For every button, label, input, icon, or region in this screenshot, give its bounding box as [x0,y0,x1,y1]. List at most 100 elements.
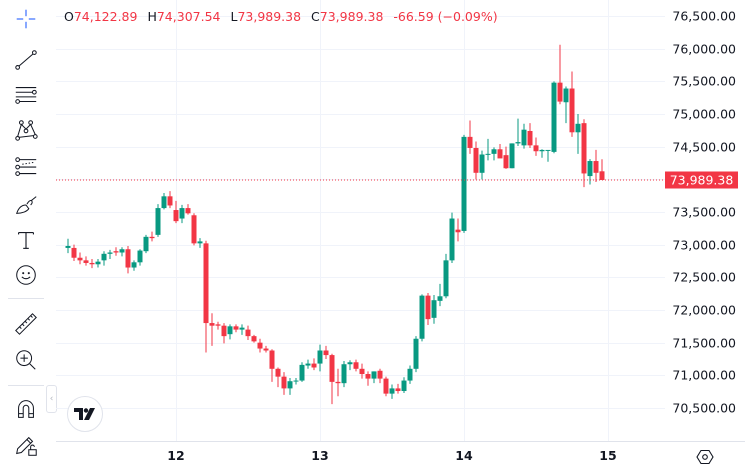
high-value: 74,307.54 [156,9,221,24]
candle [101,251,107,266]
candle [323,345,329,359]
forecast-icon [15,157,37,176]
collapse-toolbar-button[interactable]: ‹ [46,385,57,413]
candle [179,204,185,224]
candle [335,368,341,397]
tradingview-logo-icon [74,408,95,420]
candle [137,249,143,266]
brush-tool-button[interactable] [10,189,42,221]
price-tick-label: 74,500.00 [672,139,736,155]
candle [545,149,551,162]
price-tick-label: 75,500.00 [672,73,736,89]
text-tool-button[interactable] [10,224,42,256]
candle [173,200,179,224]
zoom-in-icon [16,350,36,370]
candle [521,123,527,149]
pencil-lock-icon [16,436,37,456]
candle [407,365,413,384]
zoom-in-tool-button[interactable] [10,344,42,376]
crosshair-icon [16,9,36,29]
lock-drawings-button[interactable] [10,430,42,462]
candle [197,238,203,248]
trend-line-tool-button[interactable] [10,44,42,76]
low-value: 73,989.38 [237,9,302,24]
candle [203,240,209,353]
candle [257,338,263,353]
candle [461,134,467,233]
candle [341,360,347,388]
candle [71,244,77,261]
candle [581,119,587,188]
magnet-icon [18,400,34,418]
candle [251,334,257,343]
candle [425,293,431,326]
candle [65,238,71,254]
candle [329,353,335,405]
candle [491,147,497,161]
candle [365,371,371,386]
candle [473,141,479,180]
candle [431,294,437,324]
candle [347,360,353,371]
candle [593,149,599,182]
candle [119,247,125,257]
candle [125,245,131,274]
last-price-label: 73,989.38 [665,171,738,189]
candle [515,118,521,147]
candle [167,191,173,209]
candle [371,371,377,384]
price-axis[interactable]: 76,500.00 76,000.00 75,500.00 75,000.00 74,5… [665,0,745,441]
price-tick-label: 72,000.00 [672,302,736,318]
chart-pane[interactable] [56,0,665,441]
toolbar-divider [8,385,44,386]
candle [215,321,221,330]
candle [83,256,89,266]
pattern-icon [15,120,38,141]
emoji-tool-button[interactable] [10,259,42,291]
candle [305,359,311,369]
crosshair-tool-button[interactable] [12,5,40,33]
candle [359,363,365,379]
ruler-icon [15,313,37,335]
candle [551,81,557,154]
candle [161,193,167,210]
candle [587,159,593,185]
price-tick-label: 72,500.00 [672,269,736,285]
candle [131,260,137,271]
candle [599,159,605,181]
candle [503,146,509,169]
candle [113,247,119,256]
chart-settings-button[interactable] [696,448,714,466]
candle [395,383,401,394]
candle [455,218,461,242]
close-label: C [311,9,320,24]
smiley-icon [16,265,36,285]
candle [527,123,533,148]
price-tick-label: 76,000.00 [672,41,736,57]
candle [533,137,539,156]
tradingview-logo[interactable] [67,396,103,432]
candle [569,71,575,137]
patterns-tool-button[interactable] [10,114,42,146]
open-value: 74,122.89 [73,9,138,24]
price-tick-label: 71,500.00 [672,335,736,351]
candle [77,252,83,265]
candle [191,213,197,246]
price-tick-label: 73,500.00 [672,204,736,220]
magnet-tool-button[interactable] [10,393,42,425]
candle [413,336,419,373]
toolbar-divider [8,298,44,299]
candle [185,204,191,215]
candle [95,259,101,268]
candle [497,144,503,159]
candle [293,377,299,385]
fib-retracement-tool-button[interactable] [10,79,42,111]
measure-tool-button[interactable] [10,308,42,340]
forecast-tool-button[interactable] [10,152,42,184]
candle [221,323,227,344]
time-axis[interactable]: 12 13 14 15 [56,441,745,471]
candle [245,325,251,341]
candle [287,377,293,395]
change-value: -66.59 (−0.09%) [393,9,498,24]
low-label: L [230,9,238,24]
